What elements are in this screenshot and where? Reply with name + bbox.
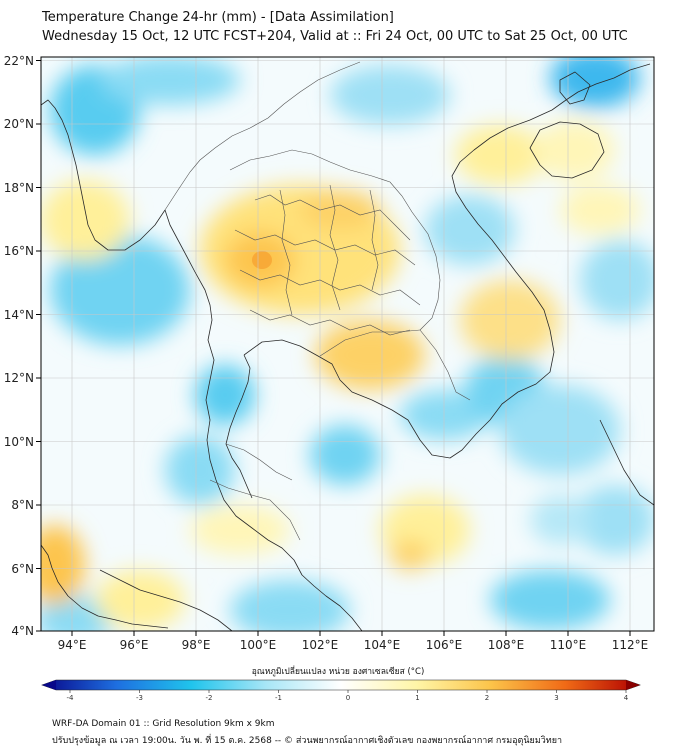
colorbar: -4 -3 -2 -1 0 1 2 3 4 xyxy=(41,679,641,700)
borders xyxy=(164,61,471,541)
lat-tick-label: 8°N xyxy=(11,498,34,512)
colorbar-tick-label: -1 xyxy=(275,694,282,700)
map-frame xyxy=(40,56,655,632)
lat-tick-label: 14°N xyxy=(4,308,34,322)
colorbar-tick-label: 3 xyxy=(554,694,558,700)
lat-tick-label: 16°N xyxy=(4,244,34,258)
lon-tick-label: 102°E xyxy=(302,638,339,652)
lat-tick-label: 22°N xyxy=(4,54,34,68)
update-credit: ปรับปรุงข้อมูล ณ เวลา 19:00น. วัน พ. ที่… xyxy=(52,736,563,746)
lon-tick-label: 104°E xyxy=(364,638,401,652)
colorbar-scale xyxy=(41,679,641,691)
colorbar-tick-label: 2 xyxy=(485,694,489,700)
colorbar-tick-label: 1 xyxy=(415,694,419,700)
lon-tick-label: 94°E xyxy=(58,638,87,652)
lon-tick-label: 96°E xyxy=(120,638,149,652)
lon-tick-label: 106°E xyxy=(426,638,463,652)
lon-tick-label: 100°E xyxy=(240,638,277,652)
lon-tick-label: 98°E xyxy=(182,638,211,652)
colorbar-tick-label: -3 xyxy=(136,694,143,700)
lat-tick-label: 12°N xyxy=(4,371,34,385)
coastlines xyxy=(41,63,654,631)
map-title: Temperature Change 24-hr (mm) - [Data As… xyxy=(42,10,394,25)
colorbar-tick-label: -4 xyxy=(67,694,75,700)
lon-tick-label: 108°E xyxy=(488,638,525,652)
lon-tick-label: 112°E xyxy=(612,638,649,652)
colorbar-min-arrow xyxy=(42,680,56,690)
lat-tick-label: 18°N xyxy=(4,181,34,195)
colorbar-max-arrow xyxy=(626,680,640,690)
lat-tick-label: 10°N xyxy=(4,435,34,449)
longitude-axis: 94°E 96°E 98°E 100°E 102°E 104°E 106°E 1… xyxy=(58,631,649,652)
lat-tick-label: 6°N xyxy=(11,562,34,576)
colorbar-title: อุณหภูมิเปลี่ยนแปลง หน่วย องศาเซลเซียส (… xyxy=(251,667,425,677)
temperature-field xyxy=(41,57,654,631)
temperature-change-map: 22°N 20°N 18°N 16°N 14°N 12°N 10°N 8°N 6… xyxy=(4,54,655,700)
colorbar-tick-label: 0 xyxy=(346,694,350,700)
lon-tick-label: 110°E xyxy=(550,638,587,652)
colorbar-tick-label: 4 xyxy=(624,694,629,700)
model-info: WRF-DA Domain 01 :: Grid Resolution 9km … xyxy=(52,719,275,729)
graticule xyxy=(41,57,654,631)
lat-tick-label: 4°N xyxy=(11,624,34,638)
lat-tick-label: 20°N xyxy=(4,117,34,131)
colorbar-tick-label: -2 xyxy=(206,694,213,700)
map-subtitle: Wednesday 15 Oct, 12 UTC FCST+204, Valid… xyxy=(42,29,628,44)
latitude-axis: 22°N 20°N 18°N 16°N 14°N 12°N 10°N 8°N 6… xyxy=(4,54,41,638)
